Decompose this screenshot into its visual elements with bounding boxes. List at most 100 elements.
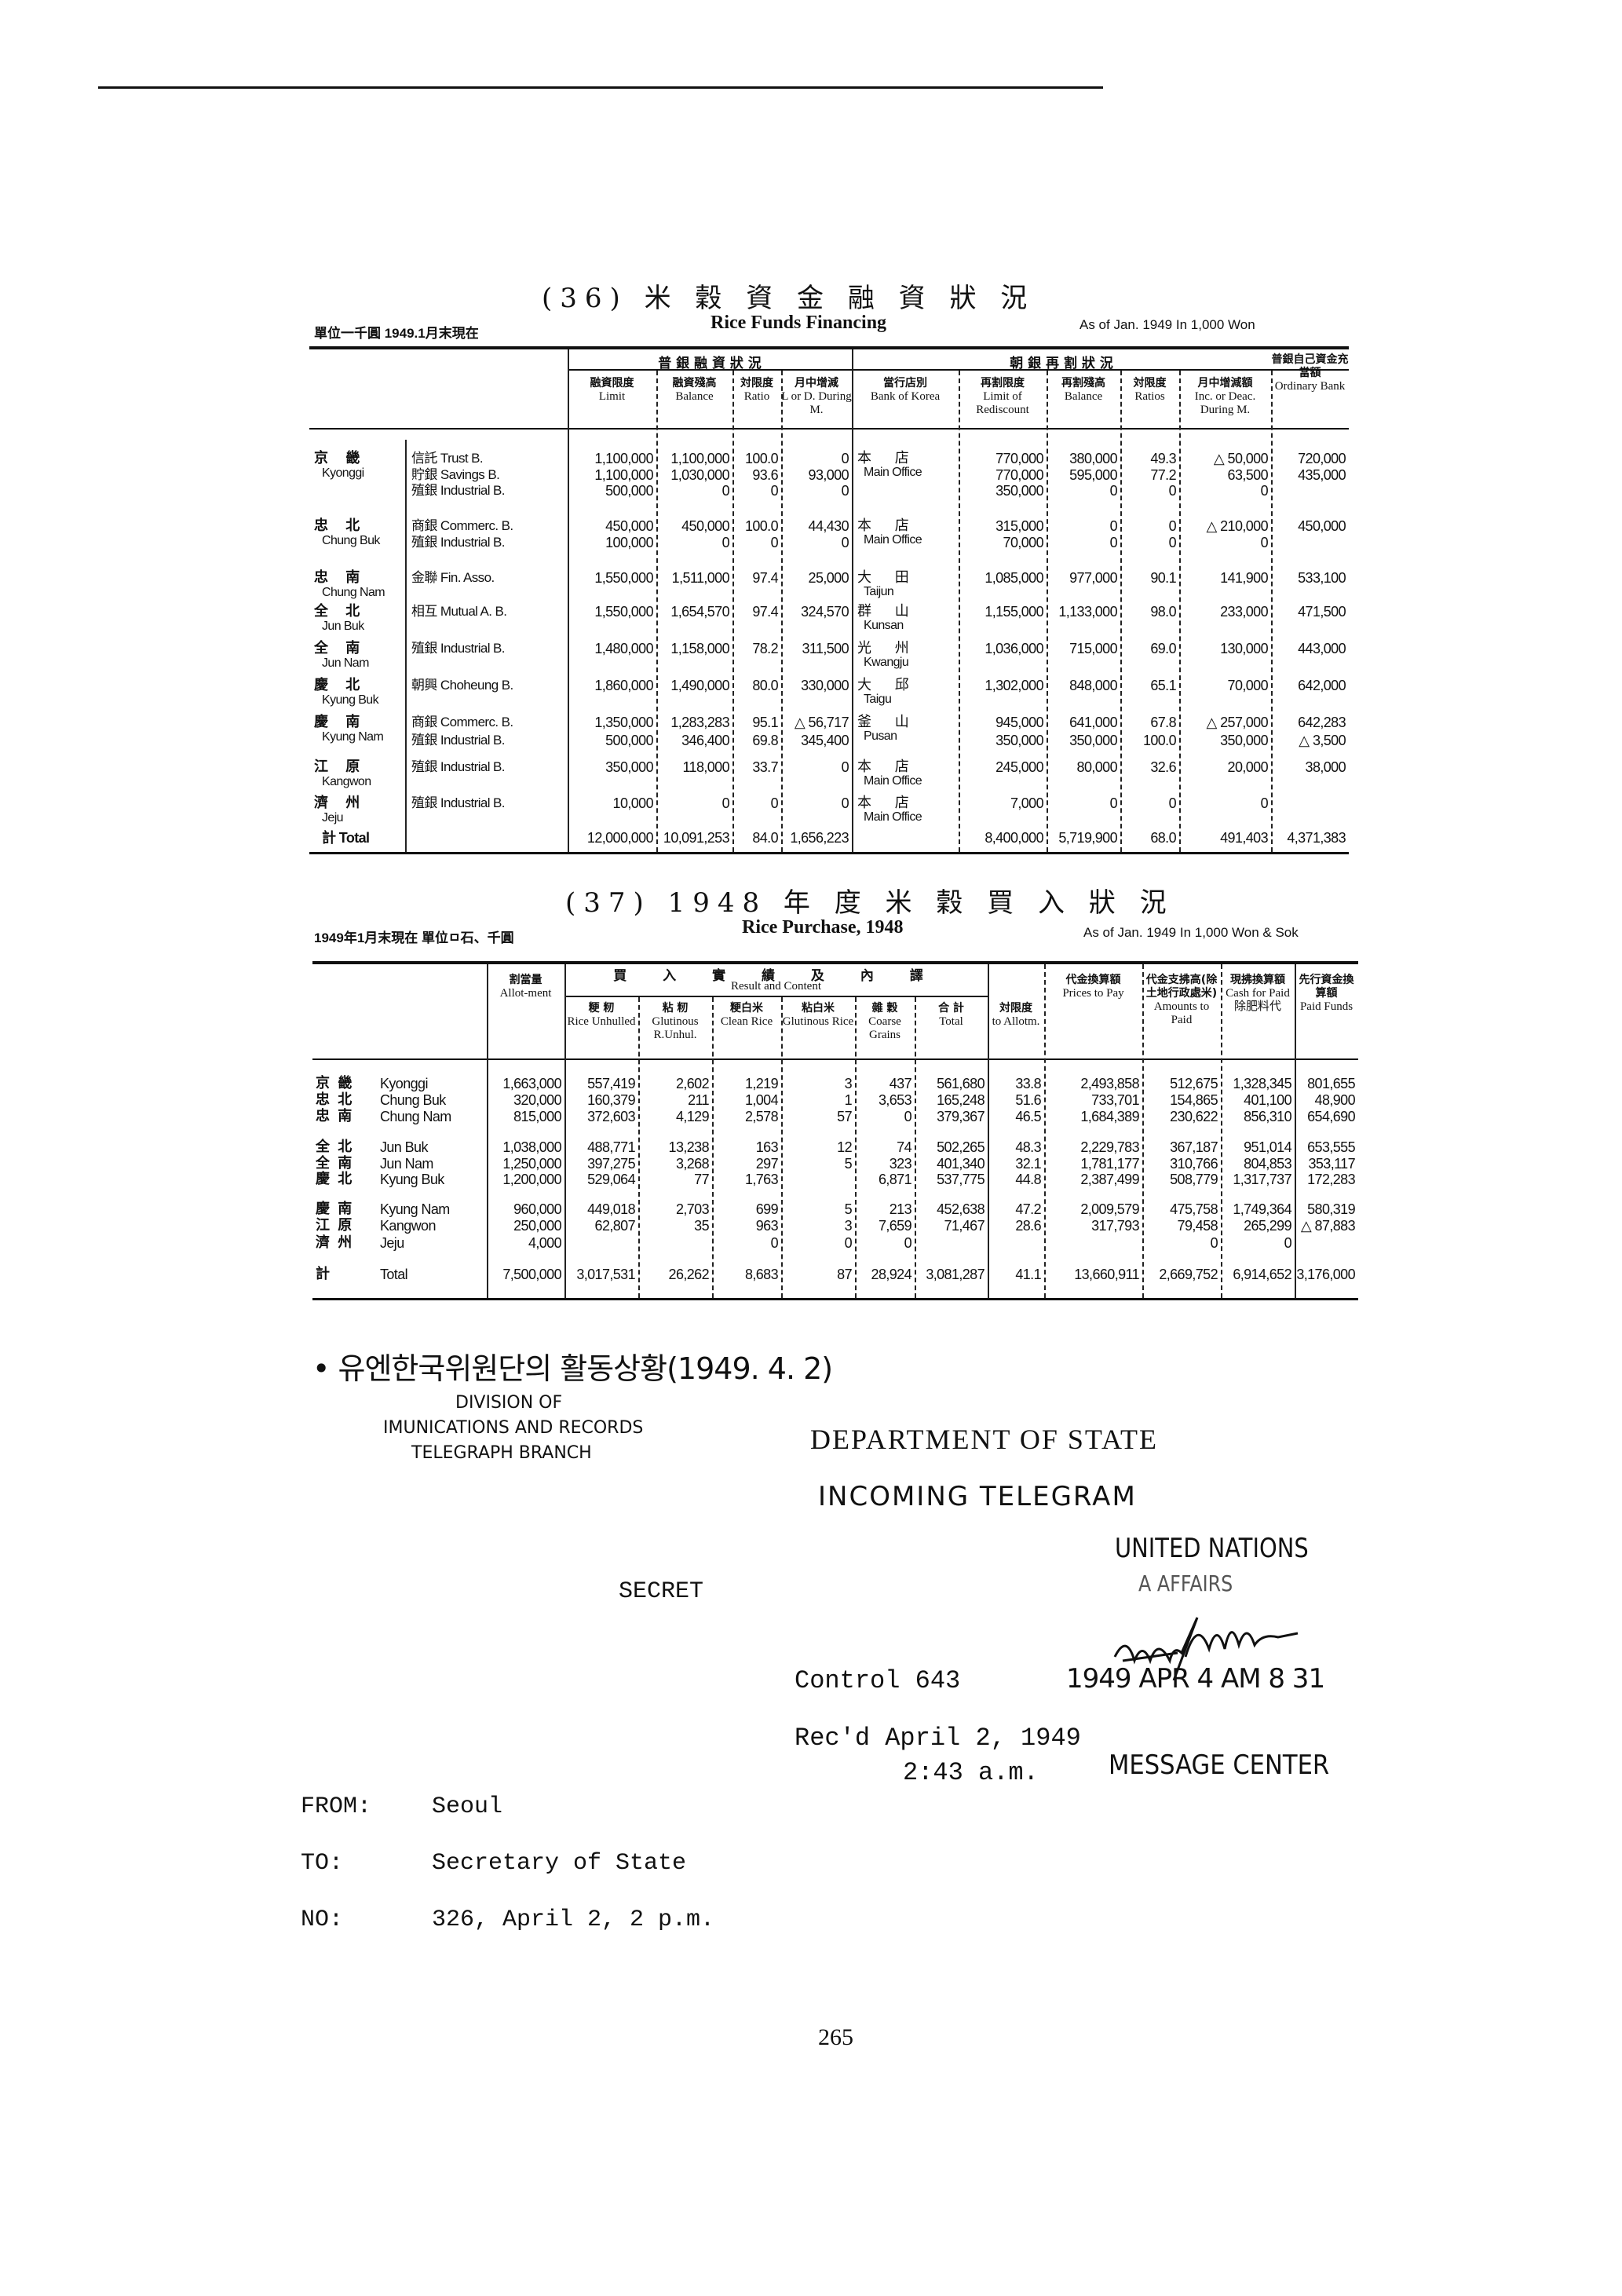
province-label: 全 北 [316, 1139, 354, 1155]
cell-value: 4,129 [675, 1109, 710, 1124]
region-label: 慶 南 [314, 714, 367, 730]
no-label: NO: [301, 1907, 344, 1933]
bank-name: 商銀 Commerc. B. [411, 518, 513, 533]
cell-ratio: 78.2 [752, 641, 778, 656]
cell-r-limit: 1,036,000 [985, 641, 1043, 656]
bok-office-en: Main Office [864, 466, 922, 479]
bank-name: 殖銀 Industrial B. [411, 535, 505, 550]
cell-r-balance: 977,000 [1069, 570, 1117, 586]
cell-value: 87 [837, 1267, 852, 1282]
table37-bottom-rule [312, 1298, 1358, 1300]
cell-value: 6,871 [878, 1172, 912, 1187]
total-r-balance: 5,719,900 [1058, 830, 1117, 846]
cell-value: 230,622 [1170, 1109, 1218, 1124]
region-label-en: Kyung Buk [322, 693, 379, 707]
cell-value: 2,387,499 [1080, 1172, 1139, 1187]
cell-value: 310,766 [1170, 1156, 1218, 1172]
header-en: Ratios [1134, 390, 1165, 403]
cell-value: 452,638 [937, 1201, 985, 1217]
header-zh: 再割殘高 [1061, 377, 1105, 389]
table36-bottom-rule [309, 852, 1349, 854]
cell-limit: 1,480,000 [594, 641, 653, 656]
cell-balance: 346,400 [681, 733, 729, 748]
cell-value: 26,262 [668, 1267, 710, 1282]
header-en: Ratio [743, 390, 770, 403]
cell-r-balance: 1,133,000 [1058, 604, 1117, 620]
cell-lord: 0 [841, 795, 849, 811]
department-title: DEPARTMENT OF STATE [810, 1424, 1159, 1455]
cell-r-balance: 0 [1109, 518, 1118, 534]
cell-r-limit: 70,000 [1003, 535, 1044, 550]
cell-value: 401,340 [937, 1156, 985, 1172]
cell-incdec: △ 210,000 [1206, 518, 1268, 534]
province-label: 京 畿 [316, 1075, 354, 1091]
cell-r-balance: 641,000 [1069, 715, 1117, 730]
cell-balance: 1,100,000 [670, 451, 729, 466]
cell-r-balance: 715,000 [1069, 641, 1117, 656]
cell-value: 488,771 [587, 1139, 635, 1155]
cell-value: 3 [844, 1076, 853, 1091]
cell-value: 0 [904, 1109, 912, 1124]
region-label: 慶 北 [314, 677, 367, 693]
cell-lord: 25,000 [808, 570, 849, 586]
region-label-en: Jun Buk [322, 620, 364, 633]
cell-r-limit: 770,000 [995, 467, 1043, 483]
message-center-stamp: MESSAGE CENTER [1109, 1749, 1330, 1781]
table36-divider [852, 349, 853, 852]
bok-office: 群 山 [857, 603, 919, 620]
cell-value: 13,238 [668, 1139, 710, 1155]
cell-value: 79,458 [1177, 1218, 1218, 1234]
cell-value: 5 [844, 1156, 853, 1172]
region-label-en: Jeju [322, 811, 344, 824]
cell-ordinary: 471,500 [1298, 604, 1346, 620]
table36-left-note: 單位一千圓 1949.1月末現在 [314, 326, 479, 341]
cell-value: 7,659 [878, 1218, 912, 1234]
cell-value: 320,000 [513, 1092, 561, 1108]
header-zh: 代金換算額 [1065, 974, 1121, 986]
province-name: Jun Nam [380, 1156, 433, 1172]
table36-header-rule [309, 428, 1349, 430]
cell-value: 951,014 [1244, 1139, 1291, 1155]
cell-value: 3,081,287 [926, 1267, 985, 1282]
cell-r-limit: 770,000 [995, 451, 1043, 466]
cell-balance: 1,158,000 [670, 641, 729, 656]
header-zh: 代金支拂高(除土地行政處米) [1145, 974, 1218, 1000]
cell-r-ratio: 69.0 [1150, 641, 1176, 656]
cell-value: 963 [755, 1218, 779, 1234]
region-label-en: Chung Buk [322, 534, 380, 547]
header-en: Balance [675, 390, 714, 403]
cell-value: 1,317,737 [1233, 1172, 1291, 1187]
table36-divider [1271, 371, 1273, 852]
header-zh: 対限度 [740, 377, 773, 389]
province-label: 慶 北 [316, 1171, 354, 1187]
header-en: Limit of Rediscount [976, 390, 1029, 416]
table36-column-header: 対限度 Ratio [732, 377, 781, 424]
header-en: Cash for Paid 除肥料代 [1226, 987, 1290, 1013]
header-en: Amounts to Paid [1153, 1000, 1210, 1026]
table37-column-header: 合 計 Total [915, 1002, 988, 1054]
bok-office-en: Kwangju [864, 656, 909, 669]
header-en: Paid Funds [1299, 1000, 1353, 1013]
cell-value: 28,924 [871, 1267, 912, 1282]
table37-divider [781, 997, 783, 1298]
cell-value: 561,680 [937, 1076, 985, 1091]
cell-value: 172,283 [1307, 1172, 1355, 1187]
header-zh: 當行店別 [883, 377, 927, 389]
cell-balance: 0 [721, 483, 730, 499]
cell-incdec: 350,000 [1220, 733, 1268, 748]
cell-value: 1,200,000 [502, 1172, 561, 1187]
cell-value: 323 [889, 1156, 912, 1172]
cell-incdec: △ 257,000 [1206, 715, 1268, 730]
total-balance: 10,091,253 [663, 830, 730, 846]
table36-column-header: 融資殘高 Balance [656, 377, 732, 424]
cell-limit: 1,350,000 [594, 715, 653, 730]
cell-lord: 93,000 [808, 467, 849, 483]
cell-ratio: 95.1 [752, 715, 778, 730]
cell-value: 1,250,000 [502, 1156, 561, 1172]
cell-ordinary: 533,100 [1298, 570, 1346, 586]
cell-value: 250,000 [513, 1218, 561, 1234]
table36-divider [781, 371, 783, 852]
table37-divider [1295, 964, 1296, 1298]
cell-balance: 118,000 [682, 759, 729, 775]
bok-office-en: Pusan [864, 729, 897, 743]
